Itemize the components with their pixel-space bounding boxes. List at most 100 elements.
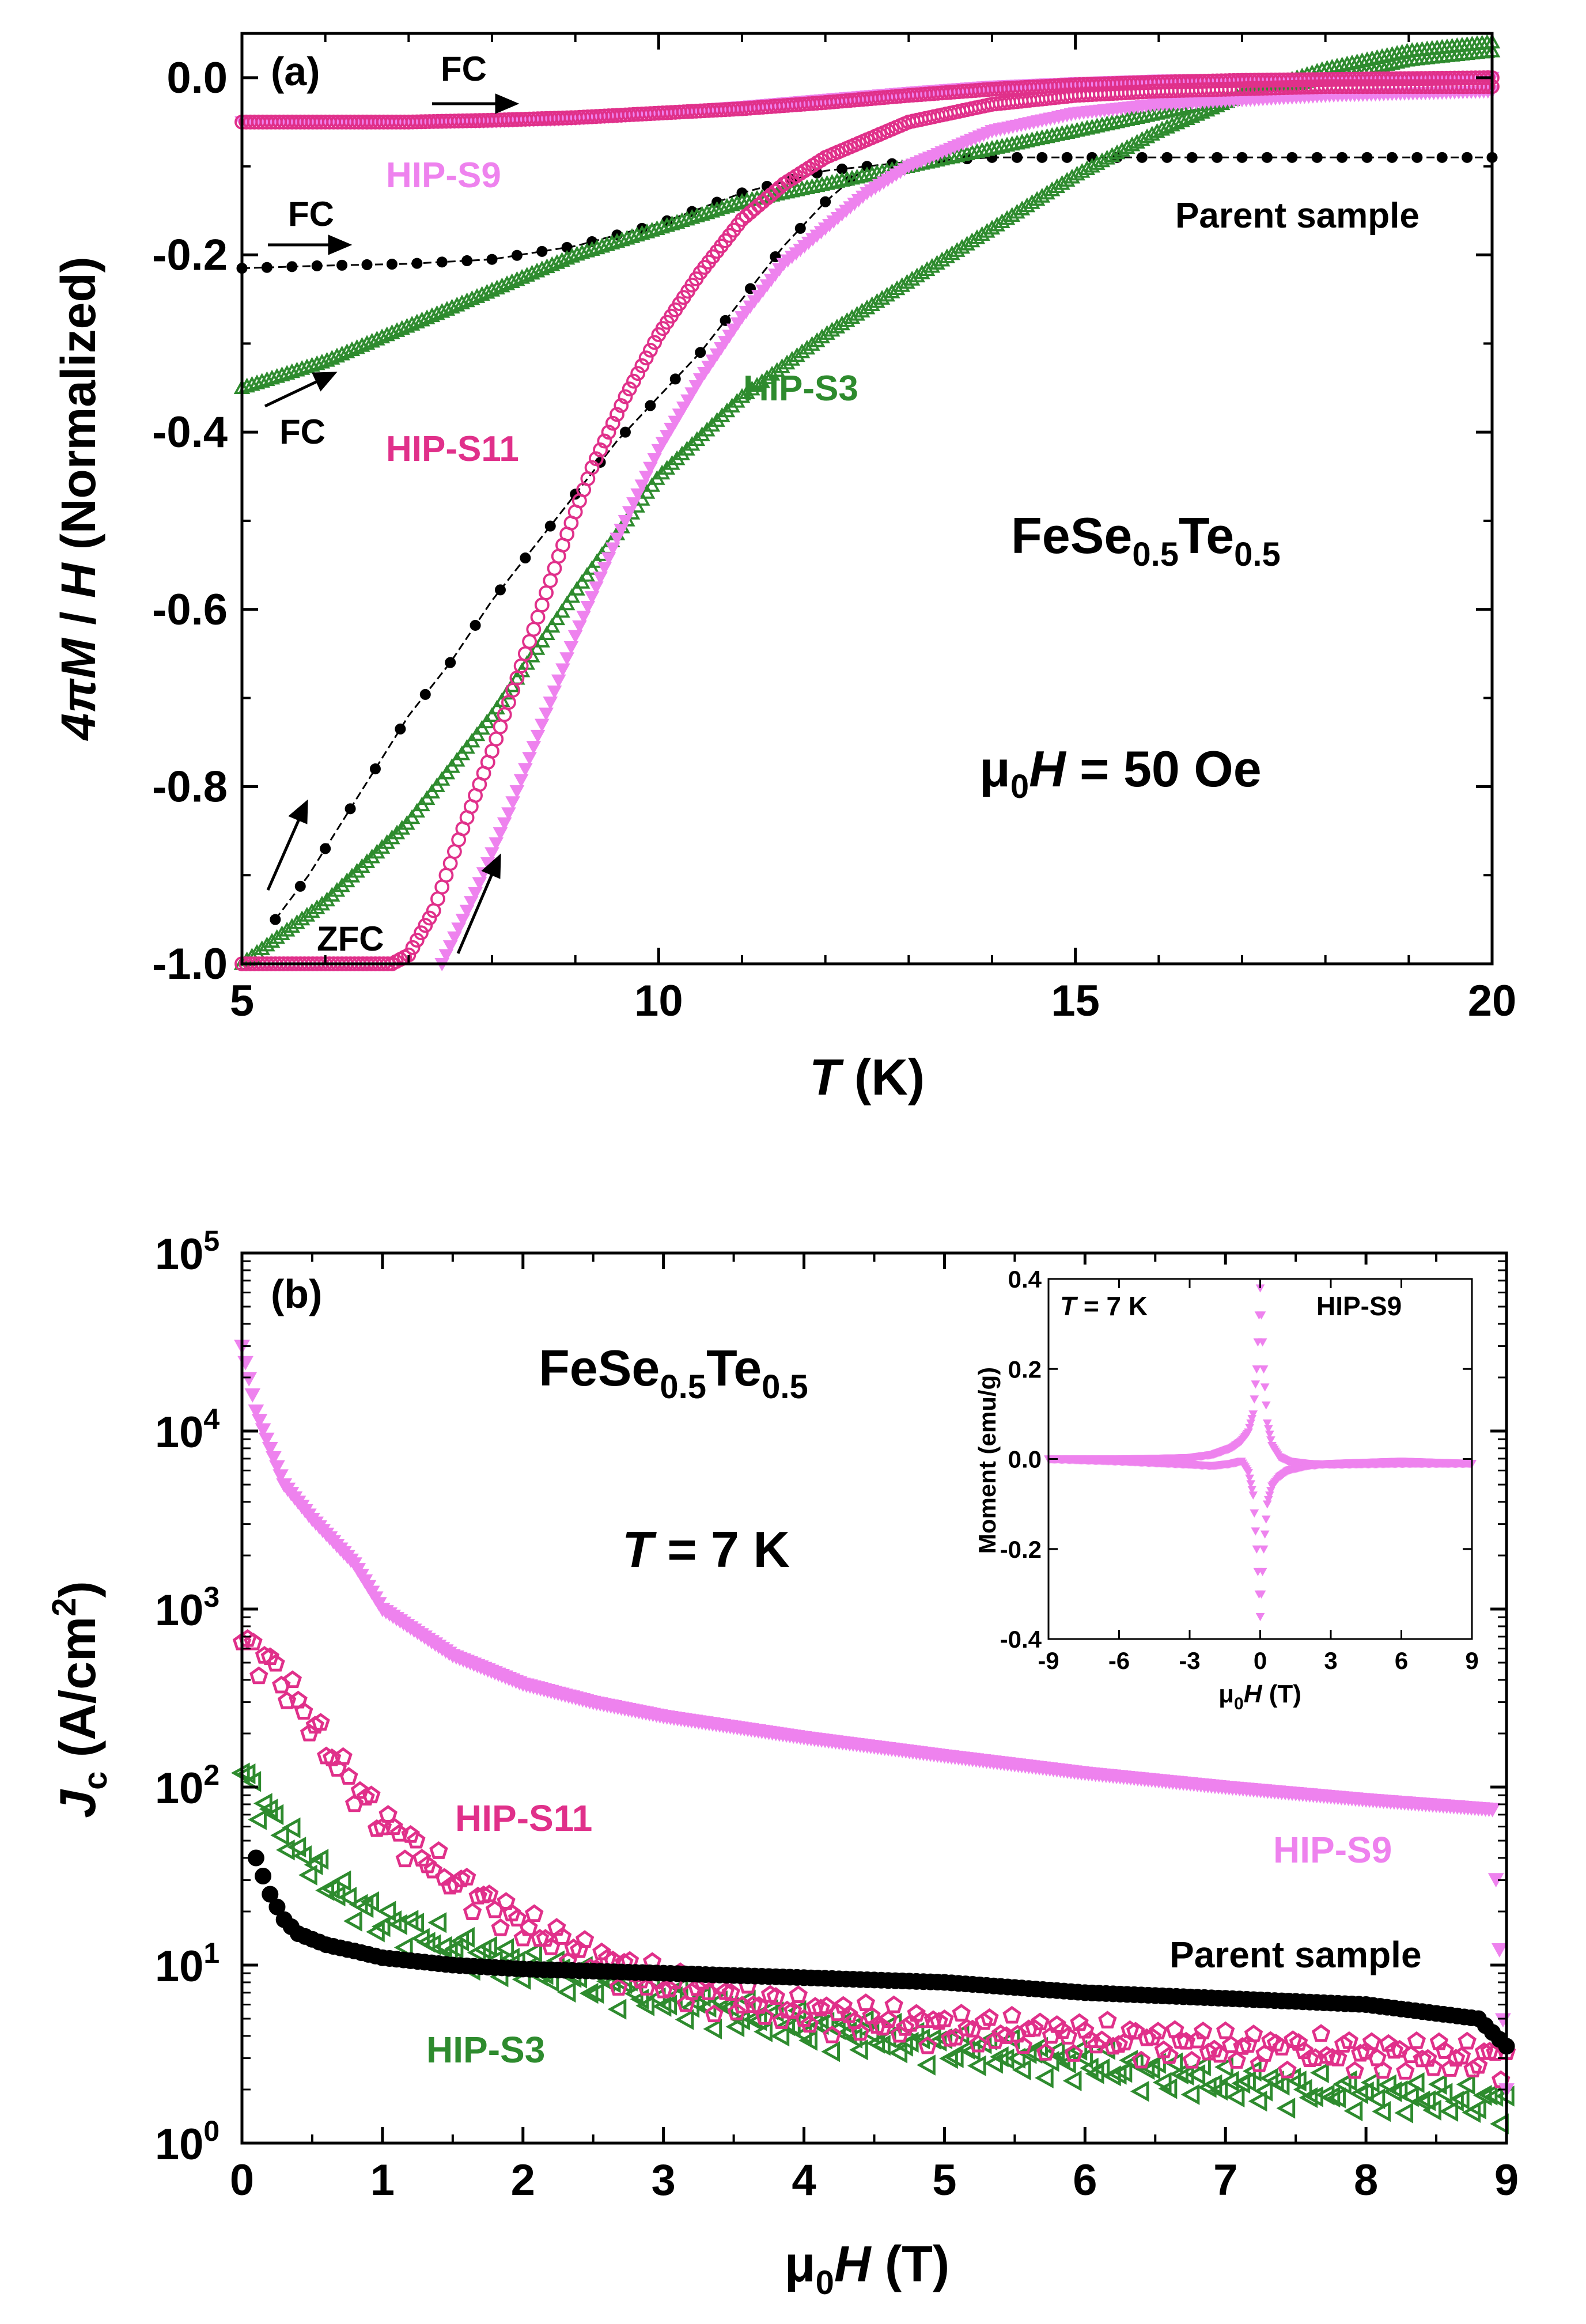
data-point [1394,2102,1414,2124]
data-point [1237,2071,1256,2092]
data-point [1254,2080,1273,2102]
data-point [917,2054,936,2076]
data-point [244,1632,263,1651]
inset-sample-label: HIP-S9 [1316,1291,1402,1321]
data-point [1345,2061,1364,2079]
data-point [638,484,656,499]
data-point [358,335,376,350]
data-point [569,581,585,596]
x-tick-label: 2 [511,2156,535,2205]
data-point [1270,2075,1290,2096]
data-point [584,560,600,575]
data-point [1036,152,1048,163]
data-point [1262,1419,1272,1428]
data-point [399,317,415,333]
data-point [1169,2063,1188,2085]
data-point [986,2031,1005,2049]
data-point [610,532,624,546]
panel-b-xlabel: μ0H (T) [785,2235,949,2302]
fc-top-label: FC [441,50,487,88]
data-point [405,940,421,955]
data-point [418,309,436,324]
data-point [1328,2048,1347,2066]
series-label-b-hip-s3: HIP-S3 [426,2029,545,2071]
data-point [1212,152,1223,163]
data-point [668,214,686,229]
data-point [1182,2050,1201,2069]
data-point [1396,2061,1415,2080]
data-point [588,581,604,595]
data-point [548,254,566,269]
data-point [468,887,483,900]
data-point [575,1930,595,1948]
data-point [354,337,370,352]
data-point [526,741,542,755]
data-point [464,290,480,305]
data-point [263,369,281,385]
x-tick-label: 4 [792,2156,816,2205]
data-point [593,237,611,253]
data-point [508,1909,527,1927]
data-point [626,497,641,511]
series-a-hip-s3-zfc [233,33,1501,970]
data-point [724,196,740,211]
data-point [1136,152,1148,163]
data-point [1248,2091,1267,2112]
data-point [411,258,423,269]
data-point [501,807,516,821]
data-point [714,199,730,215]
data-point [557,1981,576,2003]
data-point [543,256,561,271]
inset-series-lower [1044,1455,1477,1621]
series-b-hip-s9 [234,1339,1515,2098]
data-point [800,2015,819,2033]
data-point [1252,1365,1262,1374]
data-point [1261,152,1273,163]
data-point [405,1913,425,1934]
data-point [1246,1480,1256,1489]
data-point [1377,2074,1396,2095]
data-point [1491,1943,1508,1958]
data-point [422,910,437,926]
data-point [1258,1568,1267,1576]
data-point [1252,1545,1262,1554]
data-point [248,374,266,389]
data-point [588,451,604,467]
data-point [423,307,441,323]
data-point [539,258,555,274]
data-point [293,1845,312,1867]
data-point [1126,2022,1145,2040]
data-point [236,1763,256,1785]
x-tick-label: 5 [932,2156,956,2205]
data-point [1068,2039,1088,2061]
data-point [634,479,650,493]
data-point [287,1837,306,1858]
data-point [1484,1803,1501,1818]
data-point [1198,101,1216,117]
data-point [849,2039,868,2061]
panel-a-axes: 5 10 15 20 0.0 -0.2 -0.4 -0.6 -0.8 -1.0 [152,33,1516,1025]
data-point [409,933,425,948]
data-point [509,271,525,286]
data-point [733,388,751,403]
data-point [1131,2050,1151,2069]
data-point [766,1987,785,2005]
data-point [378,1805,398,1823]
data-point [548,610,566,626]
data-point [778,354,796,370]
panel-b-axes: 0 1 2 3 4 5 6 7 8 9 100 101 102 103 104 105 [155,1225,1519,2205]
data-point [569,245,585,261]
data-point [939,2047,958,2069]
series-a-parent-sample-fc [236,152,1498,274]
data-point [1435,2041,1454,2059]
panel-a-ylabel: 4πM / H (Normalized) [51,256,105,741]
data-point [436,256,448,268]
data-point [1247,1486,1257,1494]
data-point [1373,2061,1392,2079]
data-point [489,279,505,295]
inset-x-tick-label: 0 [1254,1647,1267,1674]
data-point [604,234,620,249]
data-point [1469,2056,1488,2074]
data-point [576,610,591,624]
